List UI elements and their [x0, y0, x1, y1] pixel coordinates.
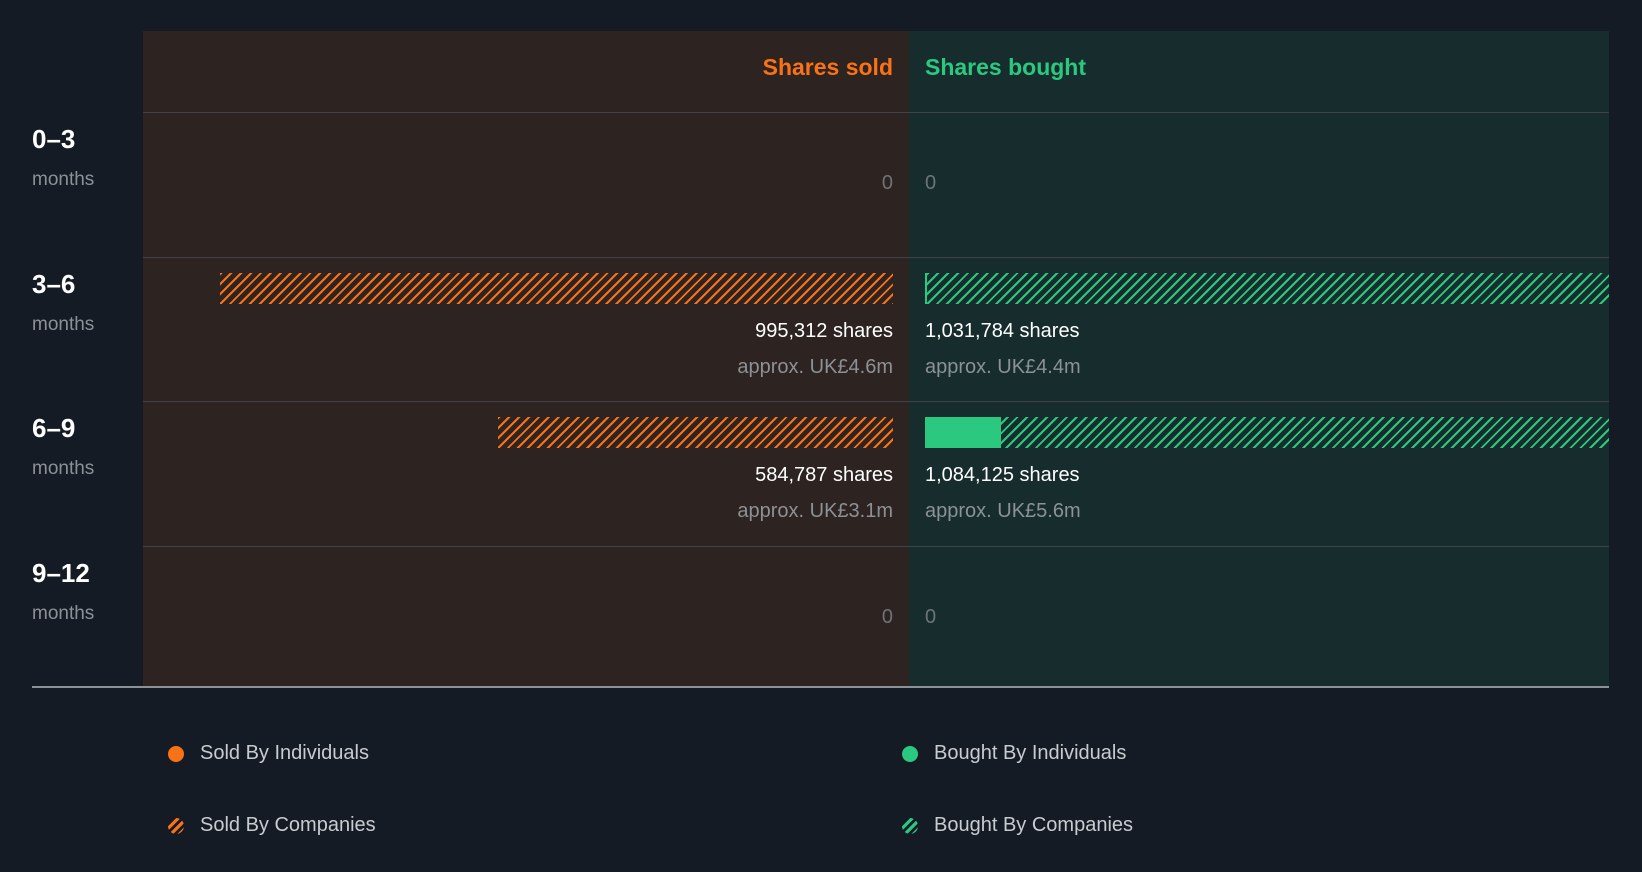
- shares-label: 995,312 shares: [755, 319, 893, 342]
- legend-label: Sold By Individuals: [200, 742, 369, 764]
- period-label: 0–3: [32, 124, 76, 154]
- zero-value: 0: [925, 172, 937, 194]
- period-label: 9–12: [32, 557, 90, 588]
- period-unit: months: [32, 458, 95, 479]
- period-label: 6–9: [32, 413, 76, 443]
- zero-value: 0: [881, 172, 893, 194]
- header-shares-bought: Shares bought: [925, 54, 1087, 80]
- bought-bar: [925, 417, 1609, 448]
- row-divider: [143, 256, 1609, 258]
- shares-label: 1,031,784 shares: [925, 319, 1080, 342]
- row-divider: [143, 112, 1609, 113]
- solid-dot-icon: [168, 745, 184, 762]
- legend-item: Sold By Individuals: [168, 742, 369, 765]
- shares-label: 584,787 shares: [755, 464, 893, 486]
- period-unit: months: [32, 602, 95, 624]
- row-divider: [143, 545, 1609, 547]
- row-label: 6–9 months: [32, 413, 94, 480]
- value-label: approx. UK£5.6m: [925, 500, 1081, 522]
- bought-panel: [909, 31, 1609, 687]
- zero-value: 0: [925, 605, 937, 628]
- legend-item: Bought By Individuals: [902, 742, 1126, 765]
- bought-individuals-bar: [925, 417, 1002, 448]
- baseline-axis: [32, 686, 1609, 688]
- sold-bar: [497, 417, 893, 448]
- legend-item: Bought By Companies: [902, 814, 1133, 837]
- row-label: 3–6 months: [32, 269, 94, 336]
- legend-label: Sold By Companies: [200, 814, 376, 836]
- header-shares-sold: Shares sold: [762, 54, 893, 80]
- value-label: approx. UK£4.4m: [925, 355, 1081, 378]
- legend-label: Bought By Companies: [934, 814, 1134, 836]
- legend-item: Sold By Companies: [168, 814, 376, 837]
- row-label: 0–3 months: [32, 124, 94, 191]
- period-unit: months: [32, 169, 95, 190]
- legend-label: Bought By Individuals: [934, 742, 1127, 764]
- row-label: 9–12 months: [32, 558, 94, 625]
- period-unit: months: [32, 313, 95, 335]
- row-divider: [143, 401, 1609, 402]
- solid-dot-icon: [902, 745, 918, 762]
- period-label: 3–6: [32, 268, 76, 299]
- zero-value: 0: [881, 605, 893, 628]
- value-label: approx. UK£3.1m: [737, 500, 893, 522]
- sold-panel: [143, 31, 909, 687]
- shares-label: 1,084,125 shares: [925, 464, 1080, 486]
- bought-bar: [925, 272, 1609, 304]
- sold-bar: [220, 272, 893, 304]
- hatched-dot-icon: [902, 817, 918, 834]
- value-label: approx. UK£4.6m: [737, 355, 893, 378]
- hatched-dot-icon: [168, 817, 184, 834]
